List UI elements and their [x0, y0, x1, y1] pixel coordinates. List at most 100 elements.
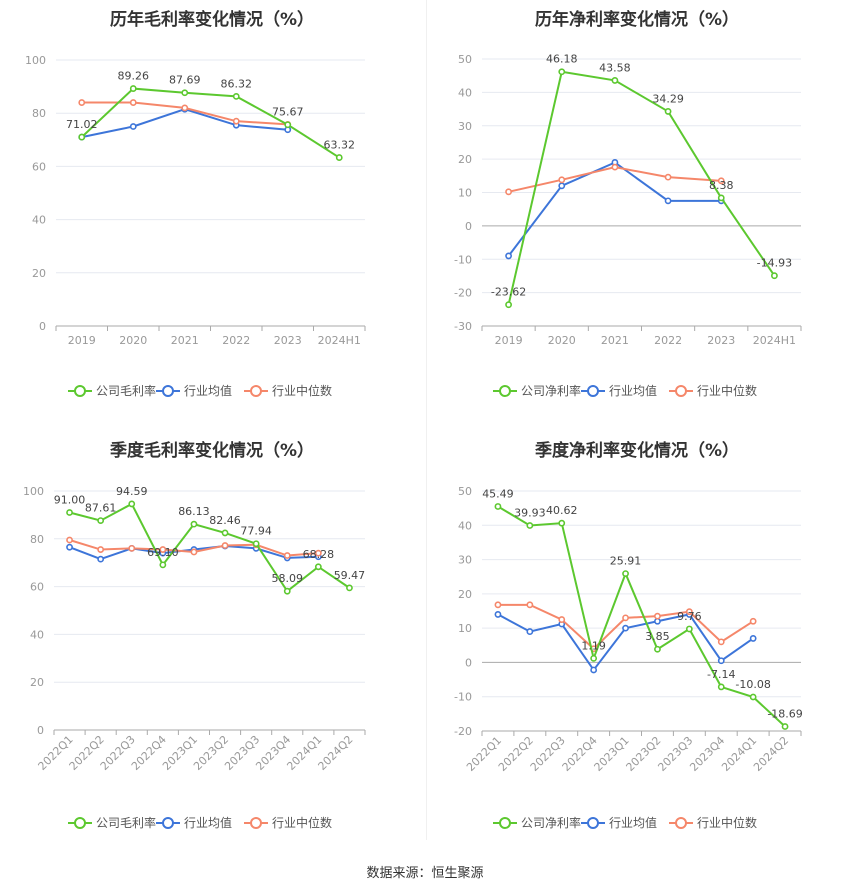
data-point [622, 570, 629, 577]
legend-label: 公司净利率 [521, 383, 581, 398]
series-line-0 [507, 70, 776, 305]
chart-title: 历年净利率变化情况（%） [535, 9, 739, 30]
data-point [526, 522, 534, 529]
y-tick-label: -30 [454, 320, 472, 333]
x-tick-label: 2019 [68, 334, 96, 347]
x-tick-label: 2024H1 [318, 334, 361, 347]
data-label: 71.02 [66, 118, 98, 131]
x-tick-label: 2020 [548, 334, 576, 347]
data-source-note: 数据来源：恒生聚源 [366, 866, 484, 881]
x-tick-label: 2024Q2 [316, 733, 356, 773]
data-point [717, 177, 725, 185]
data-point [654, 645, 661, 653]
data-point [190, 520, 198, 528]
legend-label: 行业均值 [184, 815, 232, 830]
data-point [622, 614, 629, 622]
series-line-2 [508, 166, 722, 193]
legend-label: 行业均值 [184, 383, 232, 398]
legend-swatch-marker [675, 817, 687, 829]
legend-swatch-marker [675, 385, 687, 397]
series-line-0 [497, 505, 786, 728]
data-point [97, 555, 105, 563]
data-point [97, 517, 105, 525]
data-label: 43.58 [599, 61, 631, 74]
data-point [129, 85, 137, 92]
data-point [664, 173, 672, 181]
y-tick-label: 20 [30, 676, 44, 689]
data-label: 94.59 [116, 485, 148, 498]
y-tick-label: 30 [458, 554, 472, 567]
data-label: 69.10 [147, 546, 179, 559]
chart-svg: 历年净利率变化情况（%） -30 -20 -10 0 10 20 30 40 50 2019 2020… [454, 9, 802, 398]
data-point [685, 625, 693, 633]
chart-title: 季度毛利率变化情况（%） [110, 440, 314, 461]
legend-swatch-marker [74, 385, 86, 397]
y-tick-label: 80 [30, 533, 44, 546]
y-tick-label: 10 [458, 622, 472, 635]
data-point [749, 617, 757, 625]
y-tick-label: 0 [39, 320, 46, 333]
y-tick-label: 20 [458, 588, 472, 601]
data-point [611, 77, 619, 84]
legend-label: 行业中位数 [272, 383, 332, 398]
legend-swatch-marker [162, 385, 174, 397]
legend-swatch-marker [162, 817, 174, 829]
x-tick-label: 2023 [707, 334, 735, 347]
chart-svg: 季度净利率变化情况（%）-20-10010203040502022Q12022Q… [454, 440, 803, 830]
data-point [66, 536, 73, 544]
data-point [283, 552, 291, 559]
series-line-1 [507, 161, 722, 257]
data-label: 63.32 [324, 139, 356, 152]
y-tick-label: 0 [465, 220, 472, 233]
x-tick-label: 2021 [601, 334, 629, 347]
series-line-0 [69, 502, 351, 593]
data-label: 58.09 [272, 572, 304, 585]
data-point [129, 99, 137, 106]
data-point [505, 252, 512, 260]
data-point [232, 92, 240, 100]
y-tick-label: -20 [454, 725, 472, 738]
data-label: 75.67 [272, 106, 304, 119]
y-tick-label: 80 [32, 107, 46, 120]
y-tick-label: 30 [458, 120, 472, 133]
y-tick-label: 20 [32, 267, 46, 280]
data-point [190, 548, 198, 556]
y-tick-label: 60 [32, 160, 46, 173]
data-point [749, 635, 757, 642]
data-point [664, 108, 672, 115]
y-tick-label: 40 [30, 628, 44, 641]
data-point [622, 624, 629, 632]
data-point [97, 546, 105, 553]
data-point [654, 612, 661, 620]
x-tick-label: 2021 [171, 334, 199, 347]
data-point [232, 117, 240, 125]
data-point [283, 587, 291, 595]
data-point [129, 123, 137, 130]
data-point [558, 616, 566, 623]
data-point [181, 104, 189, 112]
data-label: 8.38 [709, 179, 734, 192]
data-label: 68.28 [303, 548, 335, 561]
data-label: 46.18 [546, 53, 578, 66]
x-tick-label: 2023 [274, 334, 302, 347]
data-point [749, 693, 757, 701]
y-tick-label: 40 [458, 519, 472, 532]
y-tick-label: 100 [25, 54, 46, 67]
data-label: 1.19 [581, 639, 606, 652]
legend-swatch-marker [587, 817, 599, 829]
x-tick-label: 2019 [495, 334, 523, 347]
data-point [314, 563, 322, 571]
legend-label: 行业中位数 [697, 815, 757, 830]
annual-gross-margin-chart: 历年毛利率变化情况（%） 0 20 40 60 80 100 2019 2020 2021 2022… [0, 0, 425, 430]
data-point [526, 628, 534, 635]
data-point [66, 543, 73, 551]
chart-title: 历年毛利率变化情况（%） [110, 9, 314, 30]
legend-swatch-marker [499, 385, 511, 397]
y-tick-label: -10 [454, 253, 472, 266]
data-point [781, 723, 789, 730]
data-label: -7.14 [707, 668, 735, 681]
data-point [314, 549, 322, 557]
x-tick-label: 2020 [119, 334, 147, 347]
data-point [284, 121, 292, 129]
chart-svg: 季度毛利率变化情况（%）0204060801002022Q12022Q22022… [23, 440, 366, 830]
